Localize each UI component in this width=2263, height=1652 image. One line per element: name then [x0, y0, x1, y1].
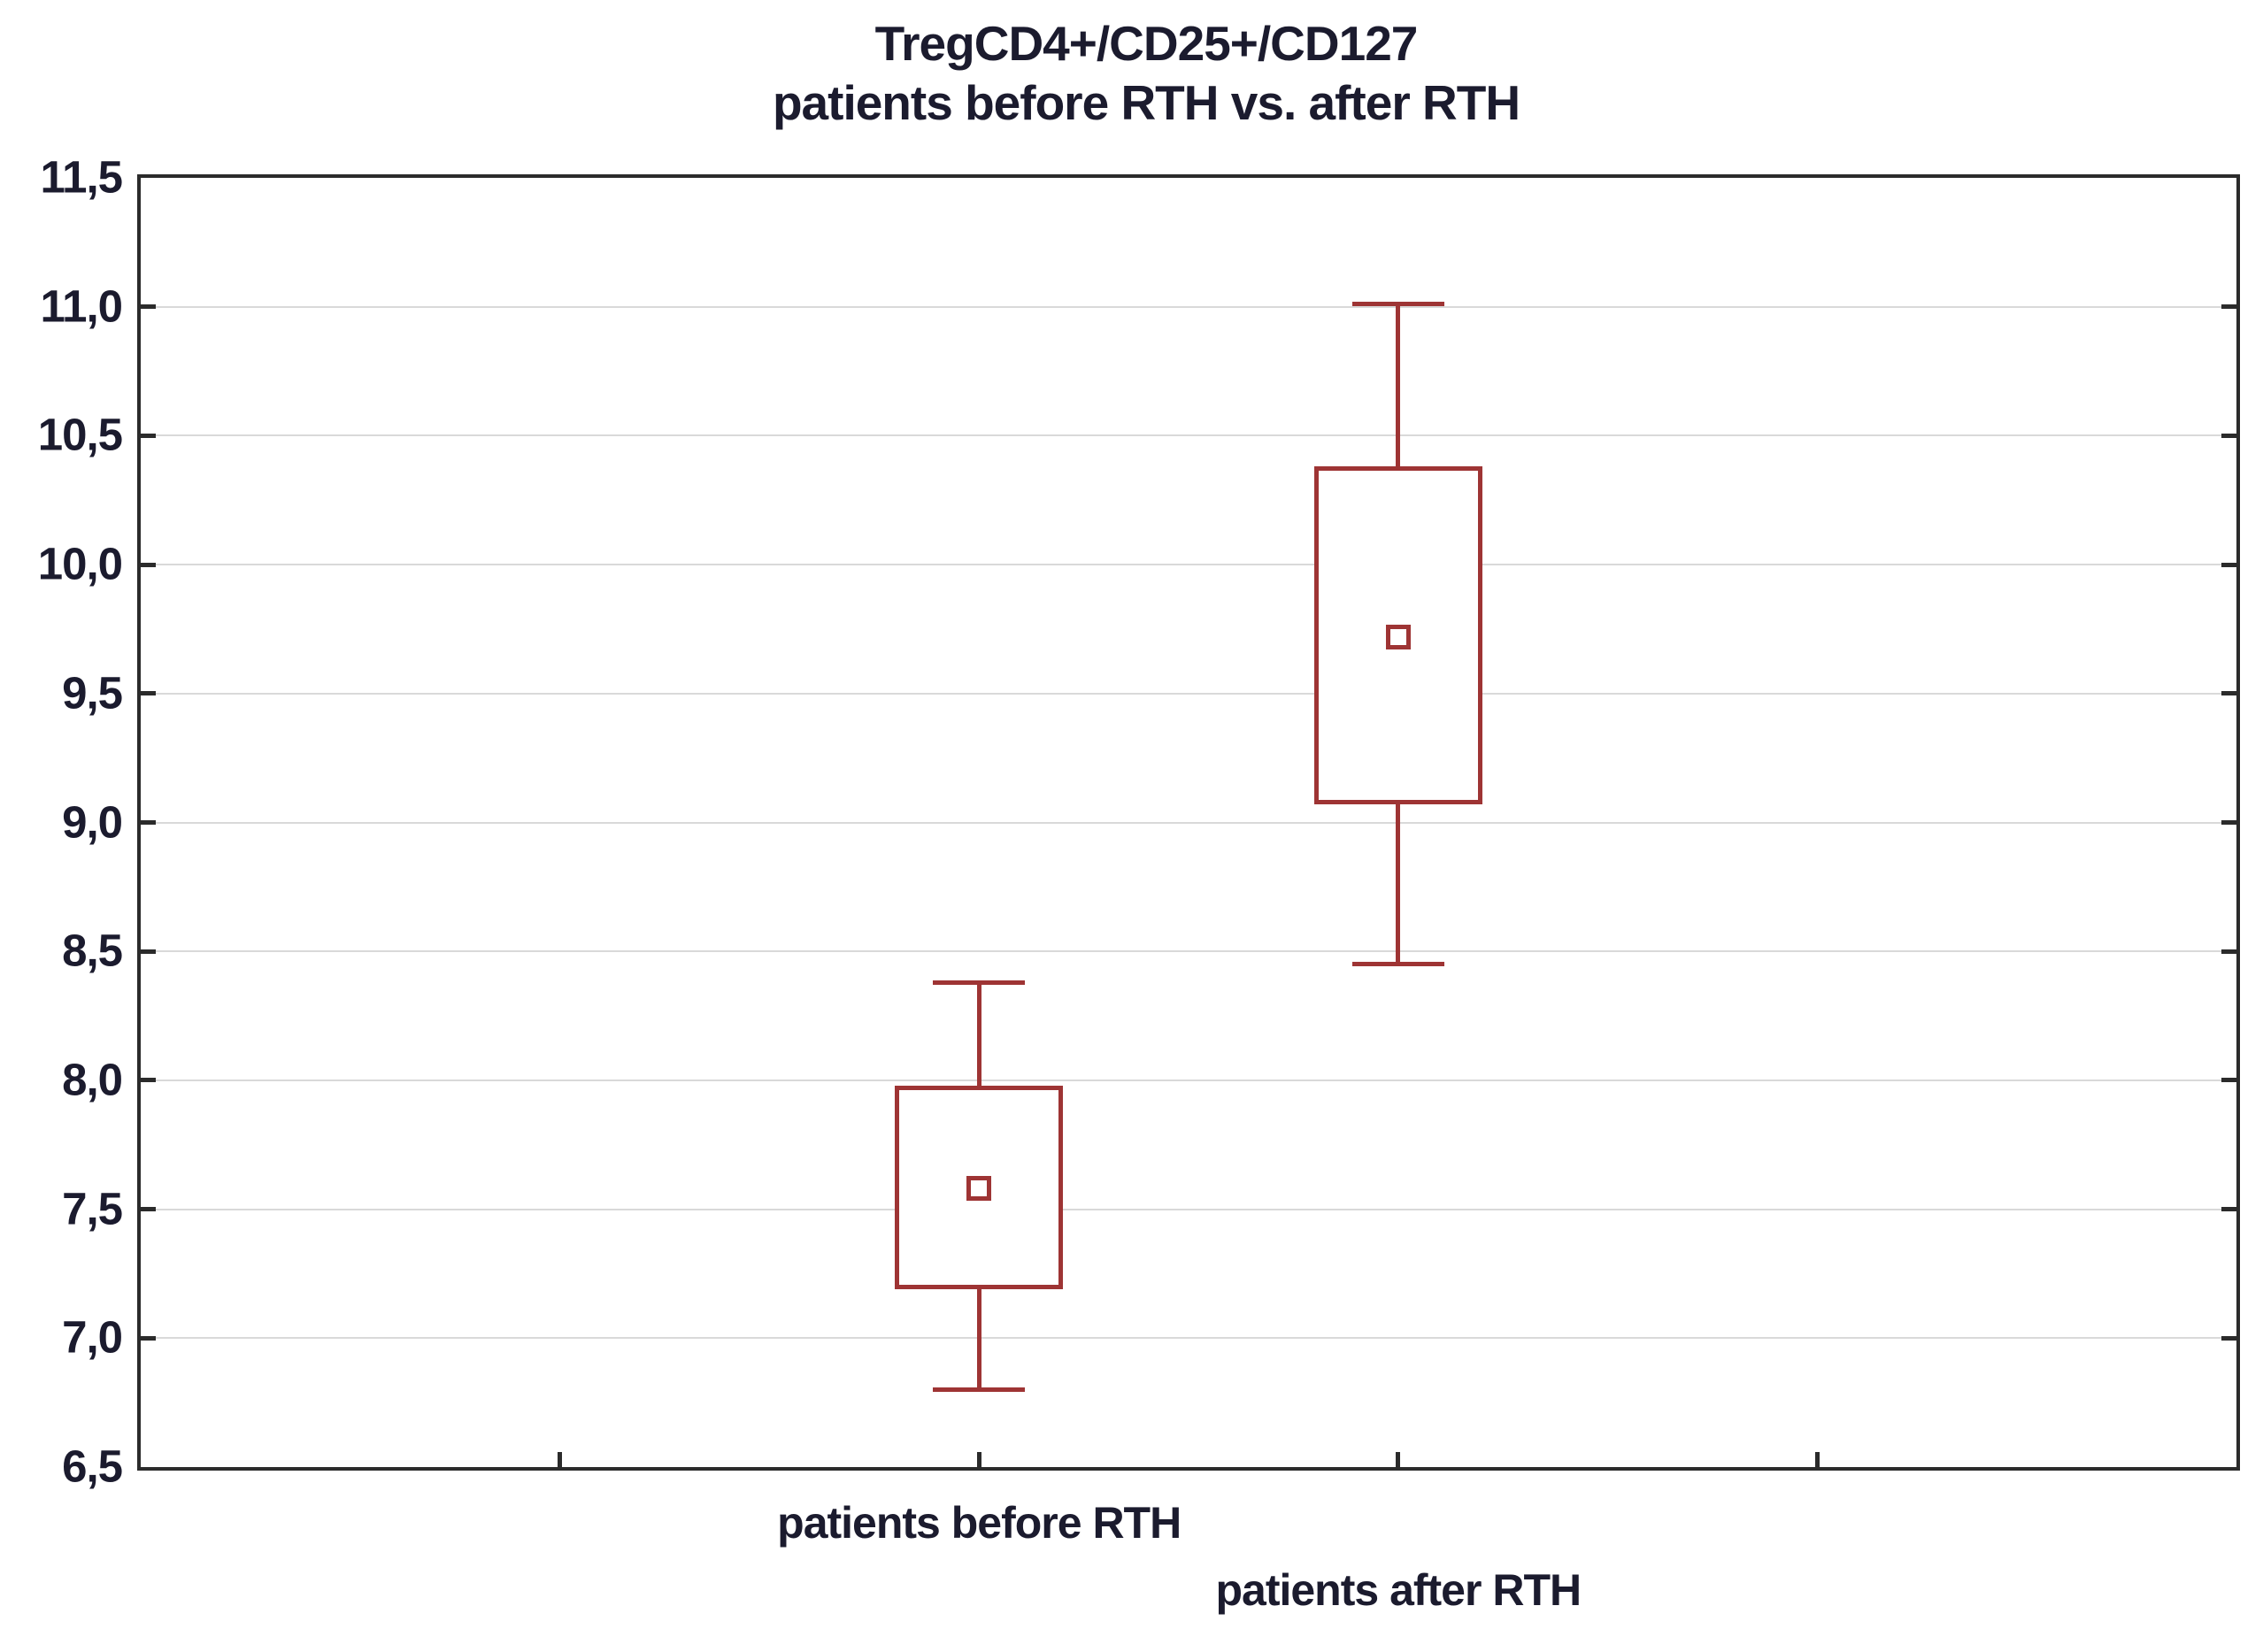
y-tick-mark-right — [2221, 1207, 2236, 1212]
plot-area — [137, 174, 2240, 1471]
y-tick-label: 11,5 — [40, 151, 123, 203]
y-tick-label: 7,5 — [62, 1182, 123, 1233]
y-tick-mark-right — [2221, 1078, 2236, 1083]
chart-title-line1: TregCD4+/CD25+/CD127 — [874, 16, 1419, 71]
y-tick-label: 11,0 — [40, 280, 123, 332]
whisker-bottom-after-rth — [1396, 804, 1401, 964]
x-tick-mark — [976, 1452, 981, 1467]
x-axis-label-before-rth: patients before RTH — [777, 1498, 1182, 1548]
y-tick-label: 6,5 — [62, 1441, 123, 1492]
y-tick-label: 7,0 — [62, 1311, 123, 1363]
y-tick-mark-left — [141, 1207, 156, 1212]
y-tick-label: 10,0 — [37, 538, 123, 589]
y-tick-label: 8,5 — [62, 925, 123, 976]
whisker-top-after-rth — [1396, 304, 1401, 467]
whisker-cap-bottom-before-rth — [933, 1387, 1026, 1393]
gridline — [141, 1208, 2236, 1210]
whisker-top-before-rth — [976, 982, 981, 1086]
y-tick-mark-right — [2221, 691, 2236, 696]
gridline — [141, 1079, 2236, 1081]
y-tick-mark-left — [141, 949, 156, 954]
y-tick-label: 9,5 — [62, 667, 123, 718]
gridline — [141, 434, 2236, 437]
y-tick-label: 10,5 — [37, 409, 123, 460]
y-tick-mark-right — [2221, 949, 2236, 954]
x-tick-mark — [1396, 1452, 1401, 1467]
y-tick-mark-left — [141, 1078, 156, 1083]
y-tick-mark-left — [141, 304, 156, 310]
y-tick-mark-left — [141, 562, 156, 567]
mean-marker-before-rth — [966, 1176, 992, 1202]
y-tick-mark-right — [2221, 1335, 2236, 1341]
x-axis-label-after-rth: patients after RTH — [1215, 1565, 1582, 1615]
gridline — [141, 950, 2236, 953]
mean-marker-after-rth — [1385, 624, 1411, 649]
y-tick-mark-right — [2221, 304, 2236, 310]
x-tick-mark — [1814, 1452, 1820, 1467]
y-tick-mark-right — [2221, 433, 2236, 438]
y-tick-label: 9,0 — [62, 795, 123, 847]
gridline — [141, 692, 2236, 695]
y-tick-mark-left — [141, 1335, 156, 1341]
gridline — [141, 305, 2236, 308]
gridline — [141, 821, 2236, 824]
gridline — [141, 1337, 2236, 1340]
chart-title-line2: patients before RTH vs. after RTH — [772, 75, 1520, 131]
whisker-cap-bottom-after-rth — [1351, 962, 1444, 967]
y-tick-label: 8,0 — [62, 1054, 123, 1105]
y-tick-mark-left — [141, 433, 156, 438]
gridline — [141, 564, 2236, 566]
chart-title: TregCD4+/CD25+/CD127 patients before RTH… — [95, 14, 2198, 133]
x-tick-mark — [558, 1452, 563, 1467]
y-tick-mark-left — [141, 820, 156, 825]
y-tick-mark-right — [2221, 820, 2236, 825]
y-tick-mark-right — [2221, 562, 2236, 567]
y-tick-mark-left — [141, 691, 156, 696]
whisker-bottom-before-rth — [976, 1288, 981, 1390]
